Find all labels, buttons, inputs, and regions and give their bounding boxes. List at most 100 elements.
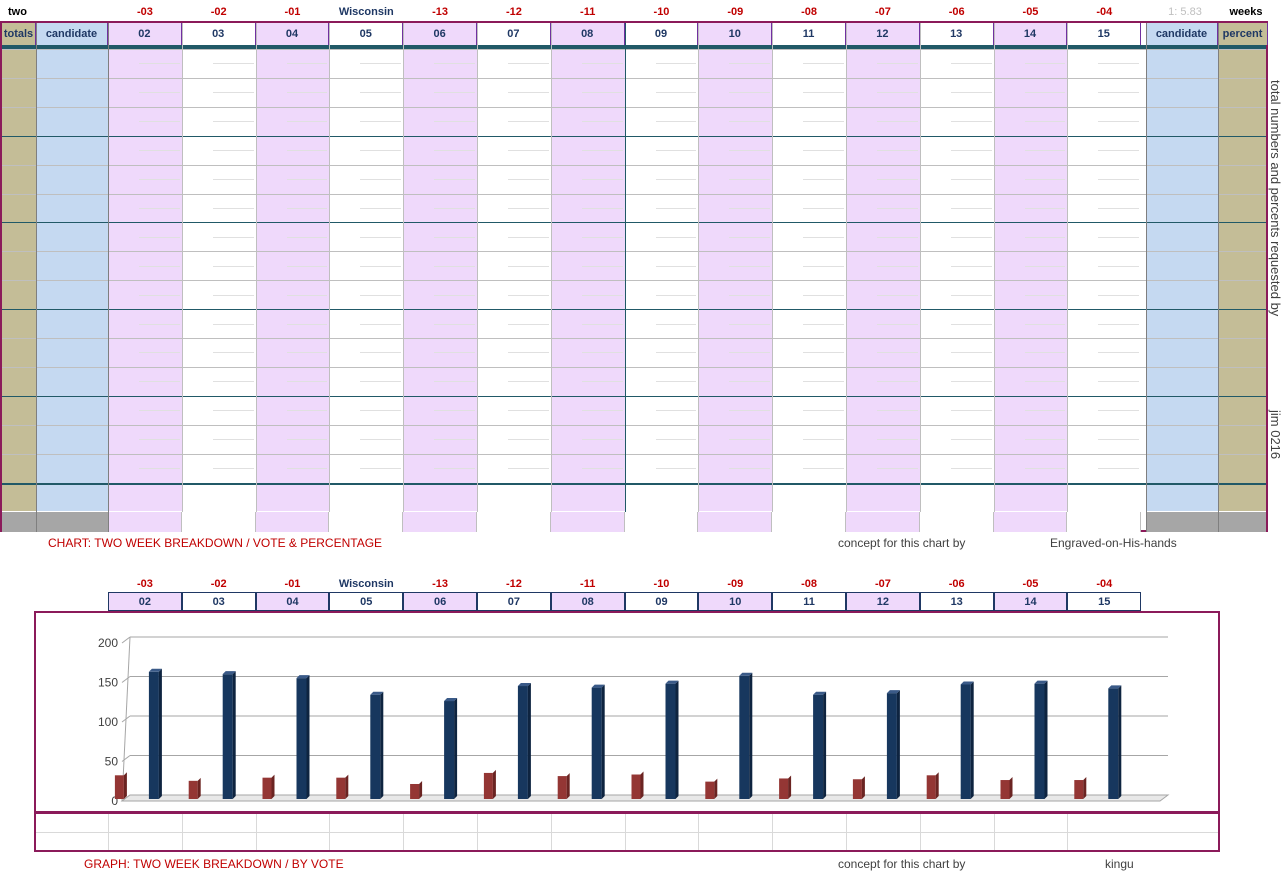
- week-offset: -05: [1022, 6, 1039, 18]
- date-header: 13: [919, 23, 994, 45]
- candidate-percent: [1218, 78, 1264, 107]
- graph-week-offset: -12: [505, 578, 522, 590]
- day-label: [698, 512, 773, 533]
- graph-week-offset: -02: [210, 578, 227, 590]
- week-offset: -01: [284, 6, 301, 18]
- candidate-percent: [1218, 425, 1264, 454]
- y-tick-label: 150: [98, 676, 118, 690]
- cruz-bar: [114, 775, 124, 799]
- trump-bar: [370, 694, 381, 799]
- graph-date: 02: [108, 592, 182, 611]
- chart-caption: CHART: TWO WEEK BREAKDOWN / VOTE & PERCE…: [48, 536, 383, 550]
- candidate-percent: [1218, 396, 1264, 425]
- candidate-num: [90, 309, 106, 338]
- date-header: 08: [550, 23, 625, 45]
- graph-week-offset: -08: [801, 578, 818, 590]
- candidate-name: [36, 251, 86, 280]
- candidate-name-right: [1168, 222, 1218, 251]
- graph-concept-label: concept for this chart by: [838, 857, 966, 871]
- week-offset: -07: [874, 6, 891, 18]
- candidate-percent: [1218, 280, 1264, 309]
- candidate-num: [90, 107, 106, 136]
- row-total: [2, 78, 33, 107]
- graph-date: 03: [181, 592, 256, 611]
- row-total: [2, 136, 33, 165]
- candidate-num-right: [1150, 454, 1166, 483]
- row-total: [2, 107, 33, 136]
- day-label: [403, 512, 477, 533]
- vote-bar-graph: 0 50 100 150 200: [34, 611, 1220, 813]
- cruz-bar: [557, 776, 567, 799]
- percent-header: percent: [1218, 23, 1268, 45]
- date-header: 06: [403, 23, 477, 45]
- candidate-num: [90, 136, 106, 165]
- day-label: [919, 512, 994, 533]
- date-header: 15: [1067, 23, 1142, 45]
- graph-date: 13: [919, 592, 994, 611]
- date-header: 09: [624, 23, 699, 45]
- cruz-bar: [926, 775, 936, 799]
- candidate-name: [36, 338, 86, 367]
- candidate-percent: [1218, 309, 1264, 338]
- week-offset: -11: [580, 6, 596, 18]
- graph-caption: GRAPH: TWO WEEK BREAKDOWN / BY VOTE: [84, 857, 344, 871]
- cruz-bar: [705, 781, 715, 799]
- trump-bar: [665, 683, 676, 799]
- row-total: [2, 165, 33, 194]
- candidate-name: [36, 136, 86, 165]
- graph-date: 07: [477, 592, 551, 611]
- graph-date: 15: [1067, 592, 1142, 611]
- graph-date: 14: [993, 592, 1068, 611]
- date-header: 07: [477, 23, 551, 45]
- day-label: [550, 512, 625, 533]
- totals-header: totals: [2, 23, 36, 45]
- day-label: [846, 512, 920, 533]
- row-total: [2, 49, 33, 78]
- candidate-num: [90, 251, 106, 280]
- cruz-bar: [336, 777, 346, 799]
- graph-concept-author: kingu: [1105, 857, 1134, 871]
- candidate-name-right: [1168, 251, 1218, 280]
- candidate-num-right: [1150, 309, 1166, 338]
- week-offset: -13: [432, 6, 449, 18]
- chart-concept-label: concept for this chart by: [838, 536, 966, 550]
- candidate-num: [90, 396, 106, 425]
- graph-date: 12: [846, 592, 920, 611]
- week-offset: -04: [1096, 6, 1113, 18]
- trump-bar: [296, 678, 307, 799]
- candidate-header-right: candidate: [1146, 23, 1218, 45]
- trump-bar: [444, 701, 455, 799]
- day-label: [477, 512, 551, 533]
- candidate-name: [36, 107, 86, 136]
- candidate-percent: [1218, 222, 1264, 251]
- candidate-num-right: [1150, 251, 1166, 280]
- candidate-name-right: [1168, 194, 1218, 223]
- week-offset: -10: [653, 6, 670, 18]
- row-total: [2, 367, 33, 396]
- candidate-name: [36, 49, 86, 78]
- candidate-name-right: [1168, 367, 1218, 396]
- trump-bar: [591, 687, 602, 799]
- week-offset: -12: [505, 6, 522, 18]
- cruz-bar: [779, 778, 789, 799]
- candidate-num: [90, 425, 106, 454]
- candidate-num-right: [1150, 194, 1166, 223]
- trump-bar: [813, 694, 824, 799]
- y-tick-label: 200: [98, 636, 118, 650]
- candidate-num: [90, 194, 106, 223]
- row-total: [2, 454, 33, 483]
- candidate-name-right: [1168, 454, 1218, 483]
- graph-week-offset: -10: [653, 578, 670, 590]
- candidate-num: [90, 338, 106, 367]
- candidate-num: [90, 367, 106, 396]
- cruz-bar: [262, 777, 272, 799]
- cruz-bar: [188, 780, 198, 799]
- candidate-name: [36, 78, 86, 107]
- week-offset: Wisconsin: [338, 6, 394, 18]
- date-header: 14: [993, 23, 1068, 45]
- week-offset: -02: [210, 6, 227, 18]
- row-total: [2, 309, 33, 338]
- graph-date: 05: [329, 592, 404, 611]
- candidate-percent: [1218, 136, 1264, 165]
- candidate-percent: [1218, 165, 1264, 194]
